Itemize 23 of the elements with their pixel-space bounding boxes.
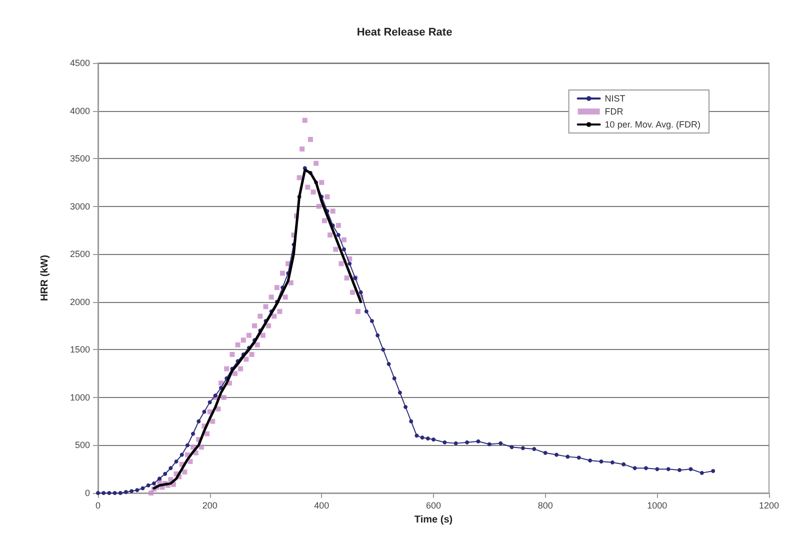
y-tick-label: 2000: [70, 296, 90, 307]
x-tick-label: 400: [314, 500, 330, 510]
y-tick-label: 0: [84, 488, 90, 498]
x-axis-title: Time (s): [414, 514, 453, 526]
legend-label: NIST: [604, 94, 626, 104]
x-tick-label: 0: [95, 500, 101, 510]
chart-title: Heat Release Rate: [356, 26, 452, 38]
y-tick-label: 4000: [70, 106, 90, 116]
y-tick-label: 3000: [70, 201, 90, 212]
y-tick-label: 4500: [70, 58, 90, 68]
x-tick-label: 600: [426, 500, 442, 510]
y-tick-label: 500: [74, 440, 90, 450]
y-axis-title: HRR (kW): [40, 254, 50, 302]
x-tick-label: 800: [538, 500, 553, 510]
x-tick-label: 200: [202, 500, 218, 510]
legend-label: FDR: [604, 106, 624, 116]
y-tick-label: 1000: [70, 392, 90, 402]
y-tick-label: 1500: [70, 344, 90, 355]
x-tick-label: 1200: [758, 500, 780, 510]
y-tick-label: 3500: [70, 154, 90, 164]
legend-label: 10 per. Mov. Avg. (FDR): [604, 120, 701, 130]
x-tick-label: 1000: [647, 500, 668, 510]
y-tick-label: 2500: [70, 249, 90, 260]
